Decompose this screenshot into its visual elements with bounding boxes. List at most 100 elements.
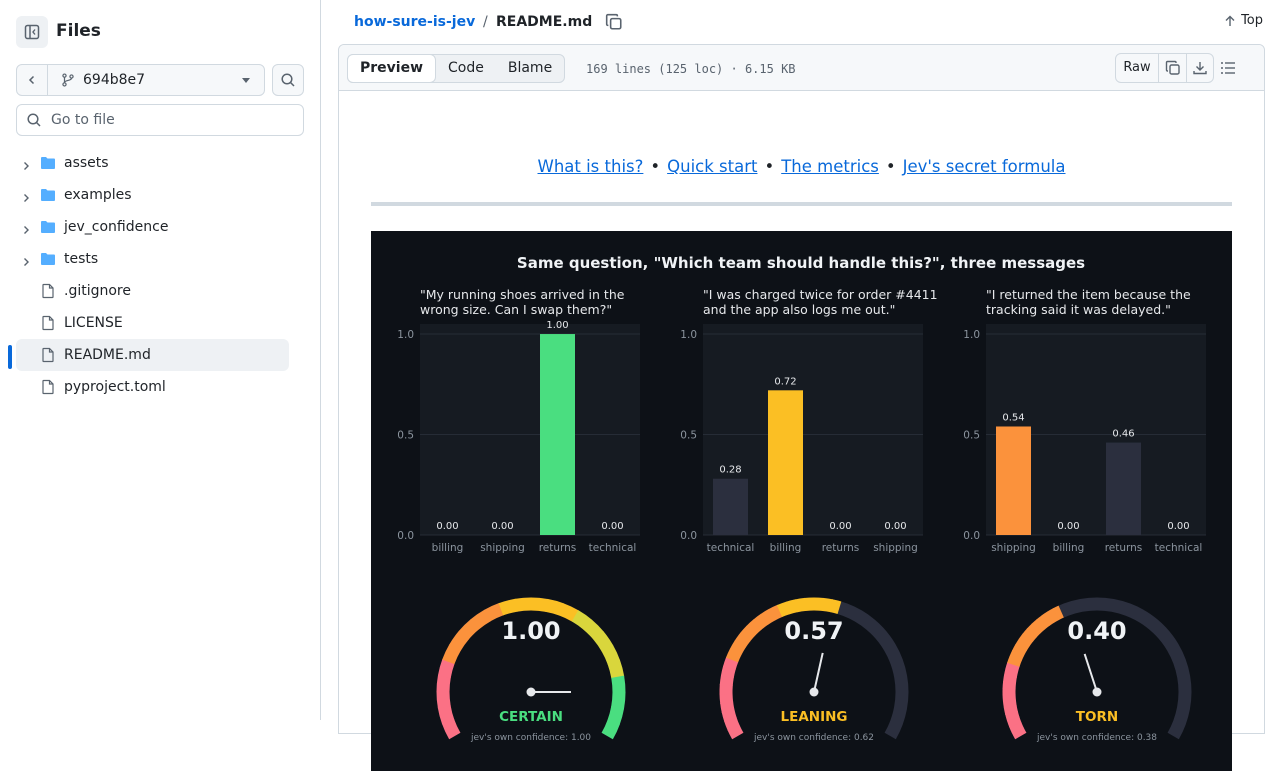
tree-item-label: tests (64, 249, 98, 269)
gauge-fill-segment (443, 676, 444, 692)
tree-file[interactable]: README.md (16, 339, 289, 371)
tree-folder[interactable]: assets (16, 147, 289, 179)
file-meta: 169 lines (125 loc) · 6.15 KB (586, 61, 796, 77)
breadcrumb-repo-link[interactable]: how-sure-is-jev (354, 12, 475, 32)
x-tick-label: shipping (991, 542, 1036, 554)
gauge-footnote: jev's own confidence: 0.38 (1036, 733, 1157, 743)
gauge-fill-segment (1015, 653, 1018, 659)
branch-selector[interactable]: 694b8e7 (16, 64, 265, 96)
bar-value-label: 0.00 (829, 521, 851, 532)
panel-message-line: tracking said it was delayed." (986, 302, 1171, 317)
gauge-needle (1085, 654, 1097, 692)
tree-file[interactable]: LICENSE (16, 307, 289, 339)
search-files-button[interactable] (272, 64, 304, 96)
gauge-fill-segment (788, 606, 797, 608)
top-button[interactable]: Top (1224, 12, 1263, 30)
chevron-right-icon[interactable] (20, 253, 32, 265)
chevron-right-icon[interactable] (20, 221, 32, 233)
tree-folder[interactable]: jev_confidence (16, 211, 289, 243)
gauge-fill-segment (822, 604, 831, 605)
link-secret-formula[interactable]: Jev's secret formula (903, 157, 1066, 176)
horizontal-rule (371, 202, 1232, 206)
gauge-fill-segment (607, 722, 613, 736)
gauge-fill-segment (1018, 647, 1021, 653)
gauge-fill-segment (732, 651, 736, 660)
tab-preview[interactable]: Preview (347, 54, 436, 83)
file-breadcrumb-bar: how-sure-is-jev / README.md Top (321, 0, 1280, 44)
copy-raw-button[interactable] (1159, 54, 1186, 82)
gauge-needle (814, 653, 823, 692)
tree-file[interactable]: .gitignore (16, 275, 289, 307)
gauge-footnote: jev's own confidence: 0.62 (753, 733, 874, 743)
caret-down-icon (242, 78, 250, 83)
gauge-fill-segment (728, 711, 731, 720)
folder-icon (40, 251, 56, 267)
gauge-verdict: CERTAIN (499, 709, 563, 725)
readme-content: What is this?•Quick start•The metrics•Je… (339, 92, 1264, 732)
sidebar-title: Files (56, 20, 101, 42)
view-mode-tabs: Preview Code Blame (347, 54, 565, 83)
confidence-figure: Same question, "Which team should handle… (371, 231, 1232, 771)
copy-path-icon[interactable] (605, 13, 623, 31)
collapse-sidebar-button[interactable] (16, 16, 48, 48)
bar-value-label: 0.00 (601, 521, 623, 532)
y-tick-label: 1.0 (680, 329, 697, 341)
x-tick-label: returns (1105, 542, 1143, 554)
gauge-fill-segment (831, 606, 839, 608)
top-label: Top (1241, 12, 1263, 30)
gauge-fill-segment (751, 624, 758, 630)
go-to-file-input[interactable]: Go to file (16, 104, 304, 136)
folder-icon (40, 155, 56, 171)
raw-button[interactable]: Raw (1116, 54, 1159, 82)
tree-folder[interactable]: tests (16, 243, 289, 275)
bar-value-label: 0.00 (436, 521, 458, 532)
gauge-hub (1093, 688, 1102, 697)
gauge-fill-segment (607, 648, 614, 663)
tab-code[interactable]: Code (436, 55, 496, 82)
y-tick-label: 1.0 (963, 329, 980, 341)
gauge-fill-segment (772, 611, 781, 615)
gauge-value: 0.57 (784, 617, 843, 645)
go-to-file-placeholder: Go to file (51, 112, 115, 128)
file-header: Preview Code Blame 169 lines (125 loc) ·… (339, 45, 1264, 91)
bar-value-label: 0.46 (1112, 429, 1134, 440)
x-tick-label: billing (1053, 542, 1085, 554)
x-tick-label: technical (589, 542, 637, 554)
gauge-fill-segment (531, 604, 547, 605)
link-quick-start[interactable]: Quick start (667, 157, 757, 176)
gauge-fill-segment (726, 694, 727, 703)
outline-list-icon[interactable] (1219, 59, 1237, 77)
back-button[interactable] (17, 65, 48, 95)
gauge-fill-segment (546, 605, 562, 609)
x-tick-label: returns (539, 542, 577, 554)
gauge-hub (810, 688, 819, 697)
breadcrumb-file-name: README.md (496, 12, 592, 32)
chevron-right-icon[interactable] (20, 157, 32, 169)
download-icon (1192, 60, 1208, 76)
bar (1106, 443, 1141, 535)
link-what-is-this[interactable]: What is this? (538, 157, 644, 176)
tree-folder[interactable]: examples (16, 179, 289, 211)
gauge-fill-segment (487, 609, 502, 616)
gauge-fill-segment (1010, 707, 1011, 714)
file-icon (40, 379, 56, 395)
gauge-fill-segment (1040, 620, 1045, 624)
tree-file[interactable]: pyproject.toml (16, 371, 289, 403)
download-button[interactable] (1186, 54, 1213, 82)
panel-message-line: "I was charged twice for order #4411 (703, 287, 938, 302)
gauge-fill-segment (736, 644, 741, 652)
gauge-fill-segment (729, 659, 732, 668)
gauge-fill-segment (575, 616, 588, 625)
file-icon (40, 283, 56, 299)
y-tick-label: 0.0 (963, 530, 980, 542)
gauge-fill-segment (561, 609, 576, 616)
link-separator: • (650, 157, 660, 176)
gauge-fill-segment (1009, 700, 1010, 707)
chevron-right-icon[interactable] (20, 189, 32, 201)
chevron-left-icon (26, 74, 38, 86)
tab-blame[interactable]: Blame (496, 55, 564, 82)
gauge-fill-segment (1009, 682, 1010, 689)
link-the-metrics[interactable]: The metrics (781, 157, 879, 176)
y-tick-label: 1.0 (397, 329, 414, 341)
